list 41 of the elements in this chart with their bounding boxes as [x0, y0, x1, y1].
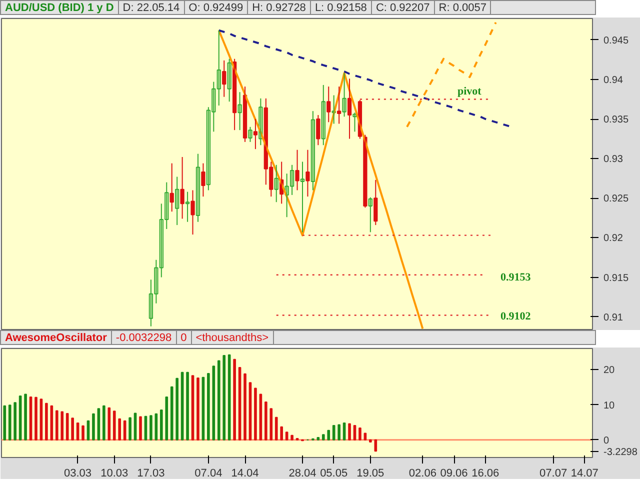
x-tick-label: 14.07 [570, 468, 598, 480]
y-tick-label: 0.92 [604, 233, 624, 244]
x-tick-label: 07.07 [540, 468, 568, 480]
x-tick-label: 02.06 [408, 468, 436, 480]
x-tick-label: 14.04 [231, 468, 259, 480]
y-tick-label: 10 [604, 400, 616, 412]
y-tick-label: 0.935 [604, 114, 629, 126]
text: O: 0.92499 [184, 1, 248, 16]
y-tick-label: 20 [604, 365, 616, 376]
y-tick-label: 0.94 [604, 74, 624, 86]
x-tick-label: 03.03 [64, 468, 92, 480]
x-tick-label: 28.04 [288, 468, 316, 480]
y-tick-label: 0.915 [604, 272, 629, 284]
text: L: 0.92158 [310, 1, 372, 16]
line-series [218, 29, 424, 330]
chart-title: AUD/USD (BID) 1 y D [1, 1, 119, 16]
x-tick-label: 10.03 [100, 468, 128, 480]
y-tick-label: 0.925 [604, 194, 629, 205]
text: 0 [176, 331, 192, 346]
text: H: 0.92728 [248, 1, 311, 16]
y-tick-label: 0 [604, 435, 610, 446]
text: C: 0.92207 [372, 1, 435, 16]
y-tick-label: 0.93 [604, 154, 624, 166]
y-tick-label: 0.91 [604, 312, 624, 324]
y-tick-label: -3.2298 [604, 446, 638, 458]
x-tick-label: 05.05 [320, 468, 348, 480]
x-tick-label: 07.04 [194, 468, 222, 480]
text: <thousandths> [192, 331, 274, 346]
line-series [406, 21, 497, 128]
y-tick-label: 0.945 [604, 35, 629, 46]
chart-title: AwesomeOscillator [1, 331, 112, 346]
text: R: 0.0057 [434, 1, 492, 16]
annotation: 0.9102 [500, 310, 532, 322]
x-tick-label: 19.05 [356, 468, 384, 480]
annotation: 0.9153 [500, 272, 532, 284]
x-tick-label: 09.06 [440, 468, 468, 480]
annotation: pivot [458, 86, 482, 98]
x-tick-label: 16.06 [472, 468, 500, 480]
x-tick-label: 17.03 [137, 468, 165, 480]
text: -0.0032298 [112, 331, 177, 346]
text: D: 22.05.14 [118, 1, 185, 16]
